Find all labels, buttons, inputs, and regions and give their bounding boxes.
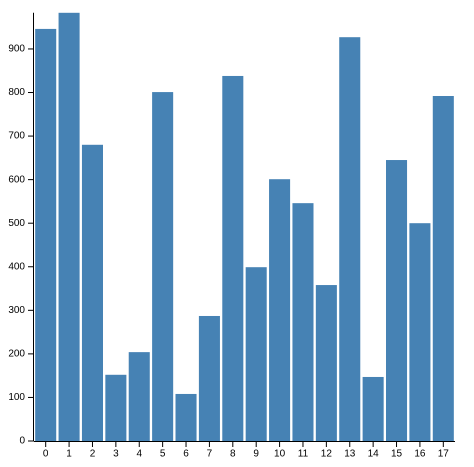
bar: [432, 96, 454, 441]
x-tick-label: 9: [253, 449, 259, 460]
y-tick-label: 200: [8, 349, 25, 360]
bar: [175, 393, 197, 441]
y-tick-label: 100: [8, 392, 25, 403]
y-tick-label: 800: [8, 87, 25, 98]
bar: [35, 28, 57, 442]
y-tick-label: 600: [8, 174, 25, 185]
bar: [386, 160, 408, 441]
bar: [105, 374, 127, 441]
x-tick-label: 5: [160, 449, 166, 460]
y-tick-label: 500: [8, 218, 25, 229]
x-tick-label: 10: [274, 449, 286, 460]
bar: [198, 315, 220, 441]
bar: [269, 179, 291, 441]
x-tick-label: 0: [43, 449, 49, 460]
bar: [315, 285, 337, 441]
x-tick-label: 3: [113, 449, 119, 460]
y-tick-label: 400: [8, 261, 25, 272]
bar: [222, 75, 244, 441]
bar: [58, 12, 80, 442]
y-tick-label: 0: [19, 436, 25, 447]
x-tick-label: 17: [438, 449, 450, 460]
bar: [292, 203, 314, 441]
bar: [245, 267, 267, 441]
y-tick-label: 300: [8, 305, 25, 316]
x-tick-label: 14: [368, 449, 380, 460]
bar: [81, 144, 103, 442]
x-tick-label: 15: [391, 449, 403, 460]
bar: [409, 223, 431, 441]
bar: [362, 376, 384, 441]
y-tick-label: 700: [8, 131, 25, 142]
bar: [152, 92, 174, 441]
y-tick-label: 900: [8, 44, 25, 55]
x-tick-label: 6: [183, 449, 189, 460]
x-tick-label: 4: [136, 449, 142, 460]
x-tick-label: 13: [344, 449, 356, 460]
bar: [128, 352, 150, 441]
x-tick-label: 7: [207, 449, 213, 460]
x-tick-label: 1: [66, 449, 72, 460]
bar: [339, 37, 361, 441]
x-tick-label: 12: [321, 449, 333, 460]
x-tick-label: 16: [414, 449, 426, 460]
x-tick-label: 8: [230, 449, 236, 460]
x-tick-label: 11: [298, 449, 309, 460]
x-tick-label: 2: [90, 449, 96, 460]
